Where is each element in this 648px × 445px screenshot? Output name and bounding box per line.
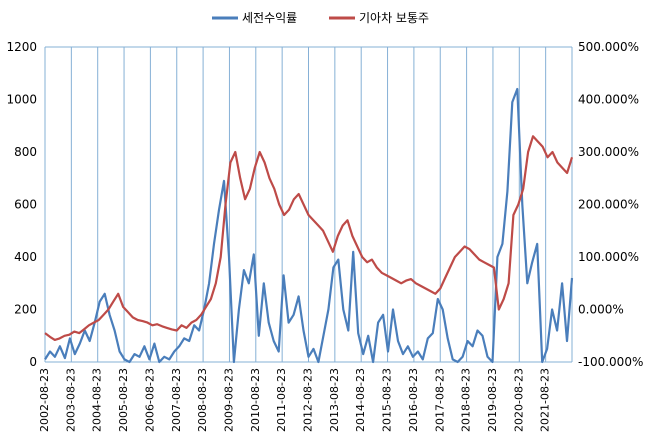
left-tick-label: 200 bbox=[14, 303, 37, 317]
right-tick-label: 200.000% bbox=[578, 198, 639, 212]
x-tick-label: 2009-08-23 bbox=[222, 368, 235, 432]
x-tick-label: 2005-08-23 bbox=[117, 368, 130, 432]
axes bbox=[45, 46, 573, 363]
x-tick-label: 2013-08-23 bbox=[328, 368, 341, 432]
x-tick-label: 2021-08-23 bbox=[539, 368, 552, 432]
x-tick-label: 2011-08-23 bbox=[275, 368, 288, 432]
legend-label-1: 세전수익률 bbox=[242, 11, 297, 25]
right-tick-label: 100.000% bbox=[578, 250, 639, 264]
x-tick-label: 2020-08-23 bbox=[512, 368, 525, 432]
x-tick-label: 2007-08-23 bbox=[170, 368, 183, 432]
series-line-2 bbox=[44, 135, 574, 341]
right-tick-label: 300.000% bbox=[578, 145, 639, 159]
left-tick-label: 800 bbox=[14, 145, 37, 159]
x-tick-label: 2004-08-23 bbox=[91, 368, 104, 432]
left-tick-label: 1000 bbox=[6, 93, 37, 107]
legend-label-2: 기아차 보통주 bbox=[359, 11, 429, 25]
x-tick-label: 2017-08-23 bbox=[433, 368, 446, 432]
x-tick-label: 2008-08-23 bbox=[196, 368, 209, 432]
gridlines bbox=[44, 47, 573, 362]
x-tick-label: 2012-08-23 bbox=[302, 368, 315, 432]
left-tick-label: 1200 bbox=[6, 40, 37, 54]
left-tick-label: 0 bbox=[29, 355, 37, 369]
left-tick-label: 600 bbox=[14, 198, 37, 212]
left-tick-label: 400 bbox=[14, 250, 37, 264]
x-tick-label: 2003-08-23 bbox=[64, 368, 77, 432]
series-layer bbox=[44, 87, 574, 364]
right-tick-label: 400.000% bbox=[578, 93, 639, 107]
series-line-1 bbox=[44, 87, 574, 364]
x-tick-label: 2019-08-23 bbox=[486, 368, 499, 432]
right-axis-ticks: -100.000% 0.000% 100.000% 200.000% 300.000% 4… bbox=[578, 40, 643, 369]
legend: 세전수익률 기아차 보통주 bbox=[212, 11, 429, 25]
x-axis-ticks: 2002-08-23 2003-08-23 2004-08-23 2005-08-23… bbox=[38, 368, 552, 432]
x-tick-label: 2014-08-23 bbox=[354, 368, 367, 432]
right-tick-label: -100.000% bbox=[578, 355, 643, 369]
x-tick-label: 2006-08-23 bbox=[143, 368, 156, 432]
left-axis-ticks: 0 200 400 600 800 1000 1200 bbox=[6, 40, 37, 369]
x-tick-label: 2018-08-23 bbox=[460, 368, 473, 432]
right-tick-label: 500.000% bbox=[578, 40, 639, 54]
x-tick-label: 2010-08-23 bbox=[249, 368, 262, 432]
x-tick-label: 2002-08-23 bbox=[38, 368, 51, 432]
x-tick-label: 2016-08-23 bbox=[407, 368, 420, 432]
right-tick-label: 0.000% bbox=[578, 303, 624, 317]
x-tick-label: 2015-08-23 bbox=[381, 368, 394, 432]
